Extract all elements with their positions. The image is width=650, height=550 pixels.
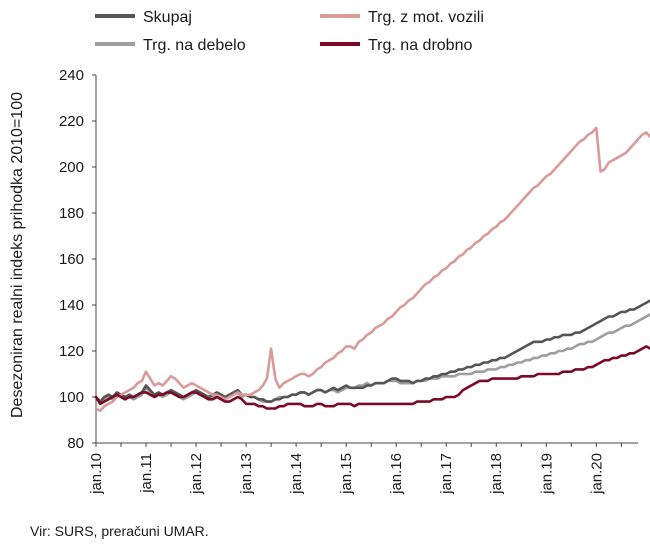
x-tick-label: jan.14 xyxy=(288,453,305,495)
x-tick-label: jan.12 xyxy=(188,453,205,495)
legend-label: Skupaj xyxy=(143,9,192,26)
x-tick-label: jan.18 xyxy=(488,453,505,495)
legend-label: Trg. na debelo xyxy=(143,37,246,54)
series-line-0 xyxy=(94,299,650,403)
y-tick-label: 220 xyxy=(59,113,84,130)
y-tick-label: 140 xyxy=(59,297,84,314)
y-tick-label: 120 xyxy=(59,343,84,360)
y-axis-title: Desezoniran realni indeks prihodka 2010=… xyxy=(9,92,26,418)
plot-series xyxy=(94,126,650,413)
x-tick-label: jan.15 xyxy=(338,453,355,495)
x-tick-label: jan.19 xyxy=(538,453,555,495)
x-tick-label: jan.16 xyxy=(388,453,405,495)
x-tick-label: jan.11 xyxy=(138,453,155,494)
y-tick-label: 180 xyxy=(59,205,84,222)
y-tick-label: 100 xyxy=(59,389,84,406)
series-line-1 xyxy=(94,312,650,403)
x-tick-label: jan.20 xyxy=(588,453,605,495)
series-line-3 xyxy=(94,345,650,410)
x-tick-label: jan.17 xyxy=(438,453,455,495)
y-tick-label: 240 xyxy=(59,67,84,84)
legend-label: Trg. z mot. vozili xyxy=(368,9,484,26)
y-axis: 80 100 120 140 160 180 200 220 240 xyxy=(59,67,97,452)
y-tick-label: 200 xyxy=(59,159,84,176)
x-tick-label: jan.10 xyxy=(88,453,105,495)
x-tick-label: jan.13 xyxy=(238,453,255,495)
legend: Skupaj Trg. na debelo Trg. z mot. vozili Tr… xyxy=(95,9,484,54)
source-note: Vir: SURS, preračuni UMAR. xyxy=(30,523,209,539)
y-tick-label: 160 xyxy=(59,251,84,268)
series-line-2 xyxy=(94,126,650,413)
y-tick-label: 80 xyxy=(67,435,84,452)
x-axis: jan.10 jan.11 jan.12 jan.13 jan.14 jan.15 jan.… xyxy=(88,442,638,495)
legend-label: Trg. na drobno xyxy=(368,37,472,54)
